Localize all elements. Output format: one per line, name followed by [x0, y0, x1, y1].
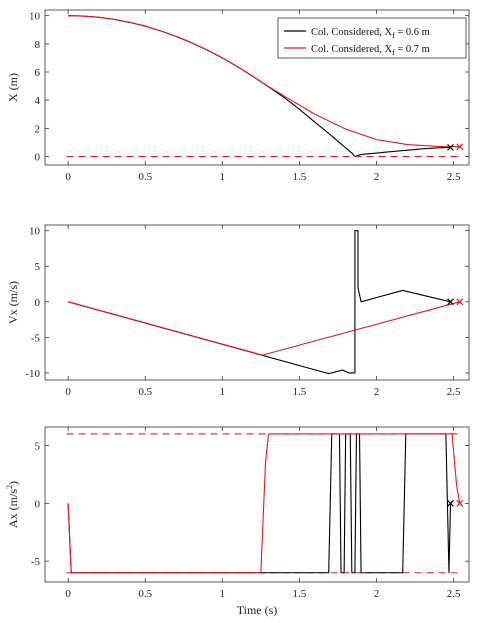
x-tick-label: 2.5	[447, 386, 461, 398]
x-tick-label: 0.5	[138, 171, 152, 183]
axes-frame	[44, 426, 470, 583]
x-tick-label: 2.5	[447, 588, 461, 600]
y-axis-label-superscript: 2	[5, 485, 14, 489]
axes-frame	[44, 9, 470, 166]
legend-box	[277, 17, 467, 59]
end-marker-black	[447, 143, 454, 151]
y-tick-label: 0	[35, 152, 41, 164]
series-red-line	[67, 433, 461, 574]
y-tick-label: 0	[35, 297, 41, 309]
x-tick-label: 1.5	[293, 171, 307, 183]
y-axis-label: Vx (m/s)	[6, 281, 20, 324]
y-tick-label: 8	[35, 39, 41, 51]
x-tick-label: 0	[65, 386, 71, 398]
end-marker-red	[456, 499, 464, 507]
panel-1: 0 0.5 1 1.5 2 2.5 0 2 4 6 8 10 X (m) Col. Considered,…	[6, 9, 470, 183]
x-tick-label: 0	[65, 171, 71, 183]
y-axis-label-tail: )	[6, 481, 20, 485]
x-tick-label: 2.5	[447, 171, 461, 183]
legend-entry-subscript: f	[392, 31, 395, 40]
legend-entry-main: Col. Considered, X	[311, 27, 392, 38]
axes-frame	[44, 224, 470, 381]
x-tick-label: 2	[374, 386, 380, 398]
end-marker-black	[447, 298, 454, 306]
legend-entry-label: Col. Considered, Xf = 0.7 m	[311, 44, 430, 57]
x-tick-label: 0.5	[138, 386, 152, 398]
plot-area	[67, 230, 460, 375]
x-tick-label: 1	[220, 386, 226, 398]
plot-area	[66, 433, 462, 574]
end-marker-red	[456, 143, 464, 151]
series-red-line	[68, 15, 460, 148]
end-marker-black	[447, 499, 454, 507]
legend-entry-subscript: f	[392, 48, 395, 57]
x-tick-label: 1	[220, 171, 226, 183]
x-axis-label: Time (s)	[237, 603, 278, 617]
plot-area	[66, 15, 462, 158]
legend-entry-main: Col. Considered, X	[311, 44, 392, 55]
x-tick-label: 1	[220, 588, 226, 600]
series-red-line	[67, 301, 460, 356]
y-tick-label: 4	[35, 95, 41, 107]
y-tick-label: 0	[35, 498, 41, 510]
legend-entry-value: = 0.6 m	[395, 27, 430, 38]
x-tick-label: 2	[374, 171, 380, 183]
y-tick-label: 5	[35, 441, 41, 453]
y-tick-label: -5	[31, 556, 41, 568]
x-tick-label: 0.5	[138, 588, 152, 600]
y-tick-label: -10	[25, 368, 40, 380]
y-axis-label-main: Ax (m/s	[6, 489, 20, 528]
y-tick-label: 10	[29, 11, 41, 23]
x-tick-label: 2	[374, 588, 380, 600]
y-axis-label: Ax (m/s2)	[5, 481, 20, 528]
y-tick-label: 5	[35, 261, 41, 273]
y-axis-label: X (m)	[6, 73, 20, 102]
end-marker-red	[456, 298, 464, 306]
series-black-line	[67, 433, 452, 574]
panel-2: 0 0.5 1 1.5 2 2.5 -10 -5 0 5 10 Vx (m/s)	[6, 224, 470, 398]
y-tick-label: -5	[31, 332, 41, 344]
x-tick-label: 1.5	[293, 386, 307, 398]
legend-entry-value: = 0.7 m	[395, 44, 430, 55]
series-black-line	[67, 230, 451, 375]
y-tick-label: 6	[35, 67, 41, 79]
x-tick-label: 0	[65, 588, 71, 600]
x-tick-label: 1.5	[293, 588, 307, 600]
legend-entry-label: Col. Considered, Xf = 0.6 m	[311, 27, 430, 40]
y-tick-label: 2	[35, 123, 41, 135]
y-tick-label: 10	[29, 226, 41, 238]
